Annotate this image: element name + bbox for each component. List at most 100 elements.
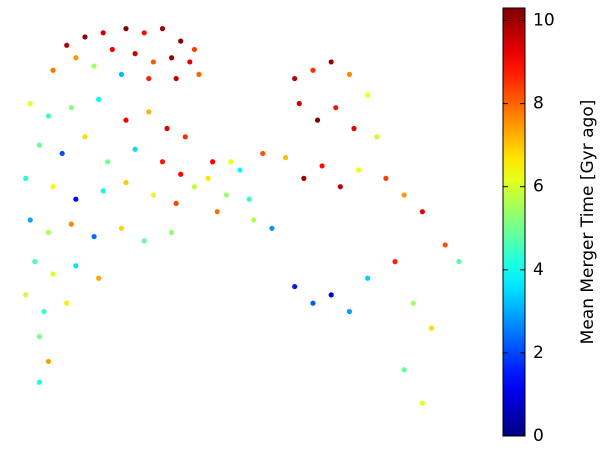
- colorbar-tick-label: 0: [533, 426, 544, 446]
- scatter-point: [45, 229, 52, 236]
- scatter-point: [36, 142, 42, 148]
- scatter-point: [64, 42, 70, 48]
- scatter-point: [328, 292, 334, 298]
- scatter-point: [196, 71, 202, 77]
- scatter-point: [410, 300, 416, 306]
- scatter-point: [178, 38, 184, 44]
- scatter-point: [73, 55, 79, 61]
- scatter-point: [419, 400, 425, 406]
- scatter-point: [310, 67, 316, 73]
- scatter-point: [169, 55, 175, 61]
- scatter-point: [91, 63, 97, 69]
- scatter-point: [68, 221, 74, 227]
- scatter-point: [36, 379, 42, 385]
- scatter-point: [23, 292, 29, 298]
- scatter-point: [146, 109, 152, 115]
- scatter-point: [82, 34, 88, 40]
- scatter-point: [187, 59, 193, 65]
- scatter-point: [91, 234, 97, 240]
- scatter-point: [319, 163, 325, 169]
- scatter-point: [159, 26, 166, 32]
- scatter-point: [428, 325, 435, 331]
- scatter-point: [292, 283, 298, 290]
- scatter-point: [159, 159, 166, 165]
- scatter-point: [109, 46, 115, 53]
- colorbar-tick-label: 2: [533, 343, 544, 363]
- scatter-point: [419, 209, 425, 215]
- scatter-point: [164, 125, 170, 132]
- colorbar-tick-label: 6: [533, 177, 544, 197]
- scatter-point: [365, 275, 371, 281]
- scatter-point: [50, 184, 56, 190]
- scatter-point: [105, 159, 111, 165]
- scatter-point: [296, 100, 302, 107]
- scatter-point: [173, 75, 179, 82]
- scatter-point: [314, 117, 321, 123]
- scatter-point: [392, 259, 398, 265]
- scatter-point: [191, 46, 197, 53]
- scatter-point: [169, 229, 175, 236]
- scatter-point: [27, 217, 33, 223]
- scatter-point: [401, 367, 407, 373]
- scatter-point: [36, 333, 42, 340]
- scatter-point: [141, 238, 147, 244]
- scatter-point: [96, 96, 102, 102]
- scatter-point: [346, 71, 353, 77]
- scatter-point: [228, 159, 234, 165]
- scatter-point: [269, 225, 275, 231]
- scatter-point: [100, 30, 106, 36]
- scatter-point: [73, 196, 79, 202]
- scatter-point: [23, 175, 29, 181]
- scatter-point: [333, 105, 339, 111]
- scatter-point: [59, 150, 65, 157]
- scatter-point: [182, 134, 188, 140]
- scatter-point: [50, 271, 56, 277]
- scatter-point: [251, 217, 257, 223]
- scatter-point: [100, 188, 106, 194]
- scatter-point: [123, 179, 129, 186]
- scatter-point: [301, 175, 307, 181]
- scatter-point: [310, 300, 316, 306]
- scatter-point: [68, 105, 74, 111]
- scatter-point: [150, 192, 156, 198]
- scatter-point: [27, 100, 33, 107]
- scatter-point: [118, 71, 125, 77]
- scatter-point: [237, 167, 243, 173]
- colorbar-tick-label: 10: [533, 10, 555, 30]
- scatter-point: [365, 92, 371, 98]
- scatter-point: [45, 113, 52, 119]
- scatter-point: [210, 159, 216, 165]
- scatter-point: [146, 75, 152, 82]
- scatter-point: [173, 200, 179, 206]
- scatter-point: [73, 263, 79, 269]
- scatter-point: [150, 59, 156, 65]
- scatter-point: [191, 184, 197, 190]
- scatter-point: [355, 167, 362, 173]
- scatter-point: [123, 117, 129, 123]
- scatter-point: [45, 358, 52, 365]
- scatter-point: [96, 275, 102, 281]
- scatter-point: [50, 67, 56, 73]
- scatter-point: [456, 259, 462, 265]
- scatter-point: [132, 146, 138, 152]
- scatter-point: [205, 175, 211, 181]
- scatter-point: [118, 225, 125, 231]
- scatter-point: [337, 184, 343, 190]
- scatter-point: [178, 171, 184, 177]
- scatter-point: [374, 134, 380, 140]
- scatter-point: [123, 26, 129, 32]
- scatter-point: [41, 308, 47, 315]
- scatter-point: [442, 242, 448, 248]
- scatter-point: [383, 175, 389, 181]
- scatter-point: [214, 209, 220, 215]
- scatter-point: [283, 155, 289, 161]
- scatter-point: [82, 134, 88, 140]
- scatter-point: [141, 30, 147, 36]
- scatter-point: [346, 308, 353, 315]
- scatter-point: [64, 300, 70, 306]
- scatter-point: [292, 75, 298, 82]
- colorbar-label: Mean Merger Time [Gyr ago]: [578, 100, 598, 345]
- scatter-point: [260, 150, 266, 157]
- colorbar-tick-label: 4: [533, 260, 544, 280]
